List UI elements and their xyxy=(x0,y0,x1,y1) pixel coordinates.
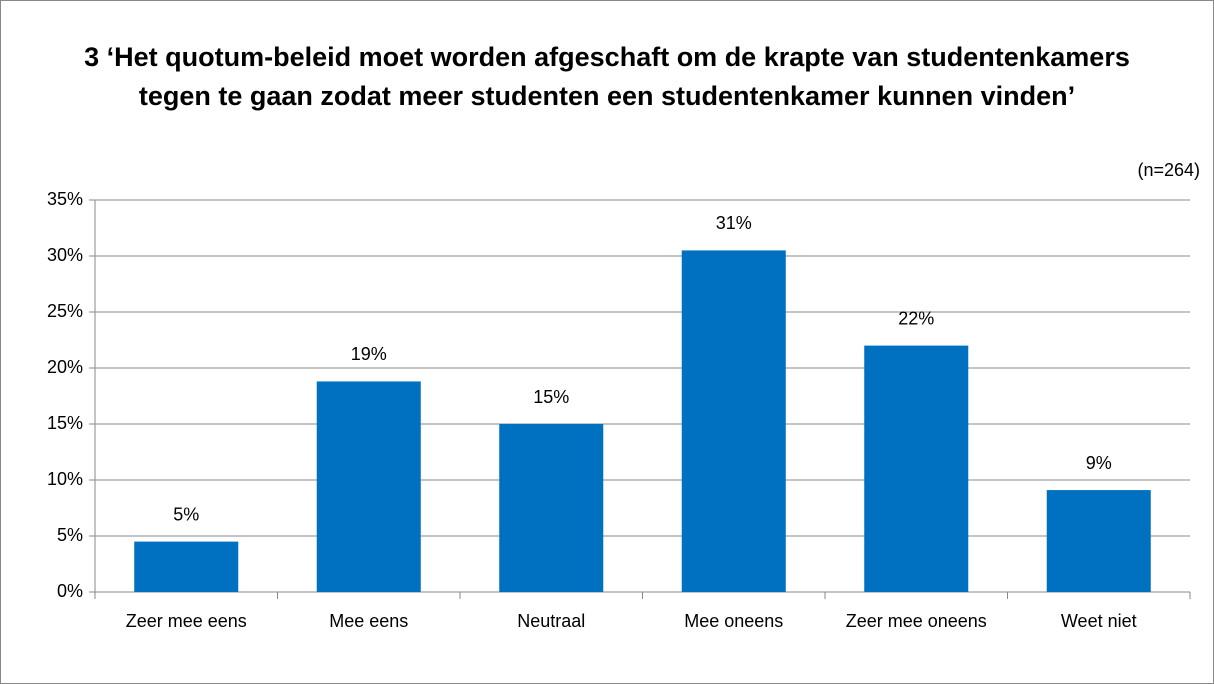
data-label: 31% xyxy=(716,213,752,233)
y-tick-label: 5% xyxy=(57,525,83,545)
sample-size-note: (n=264) xyxy=(1137,160,1200,180)
bar xyxy=(499,424,604,592)
y-tick-label: 25% xyxy=(47,301,83,321)
x-tick-label: Neutraal xyxy=(517,611,586,631)
x-tick-label: Zeer mee eens xyxy=(125,611,247,631)
chart-title: 3 ‘Het quotum-beleid moet worden afgesch… xyxy=(84,42,1130,111)
y-tick-label: 10% xyxy=(47,469,83,489)
data-label: 9% xyxy=(1086,453,1112,473)
y-tick-label: 15% xyxy=(47,413,83,433)
y-tick-label: 20% xyxy=(47,357,83,377)
x-tick-label: Mee eens xyxy=(329,611,409,631)
bar xyxy=(681,250,786,592)
data-label: 19% xyxy=(351,344,387,364)
y-tick-label: 0% xyxy=(57,581,83,601)
data-label: 5% xyxy=(173,504,199,524)
bar xyxy=(1046,490,1151,592)
bar xyxy=(316,381,421,592)
bar xyxy=(864,345,969,592)
y-tick-label: 35% xyxy=(47,189,83,209)
bar xyxy=(134,541,239,592)
x-tick-label: Mee oneens xyxy=(684,611,784,631)
x-tick-label: Weet niet xyxy=(1060,611,1137,631)
data-label: 22% xyxy=(898,308,934,328)
data-label: 15% xyxy=(533,387,569,407)
x-tick-label: Zeer mee oneens xyxy=(845,611,987,631)
y-tick-label: 30% xyxy=(47,245,83,265)
